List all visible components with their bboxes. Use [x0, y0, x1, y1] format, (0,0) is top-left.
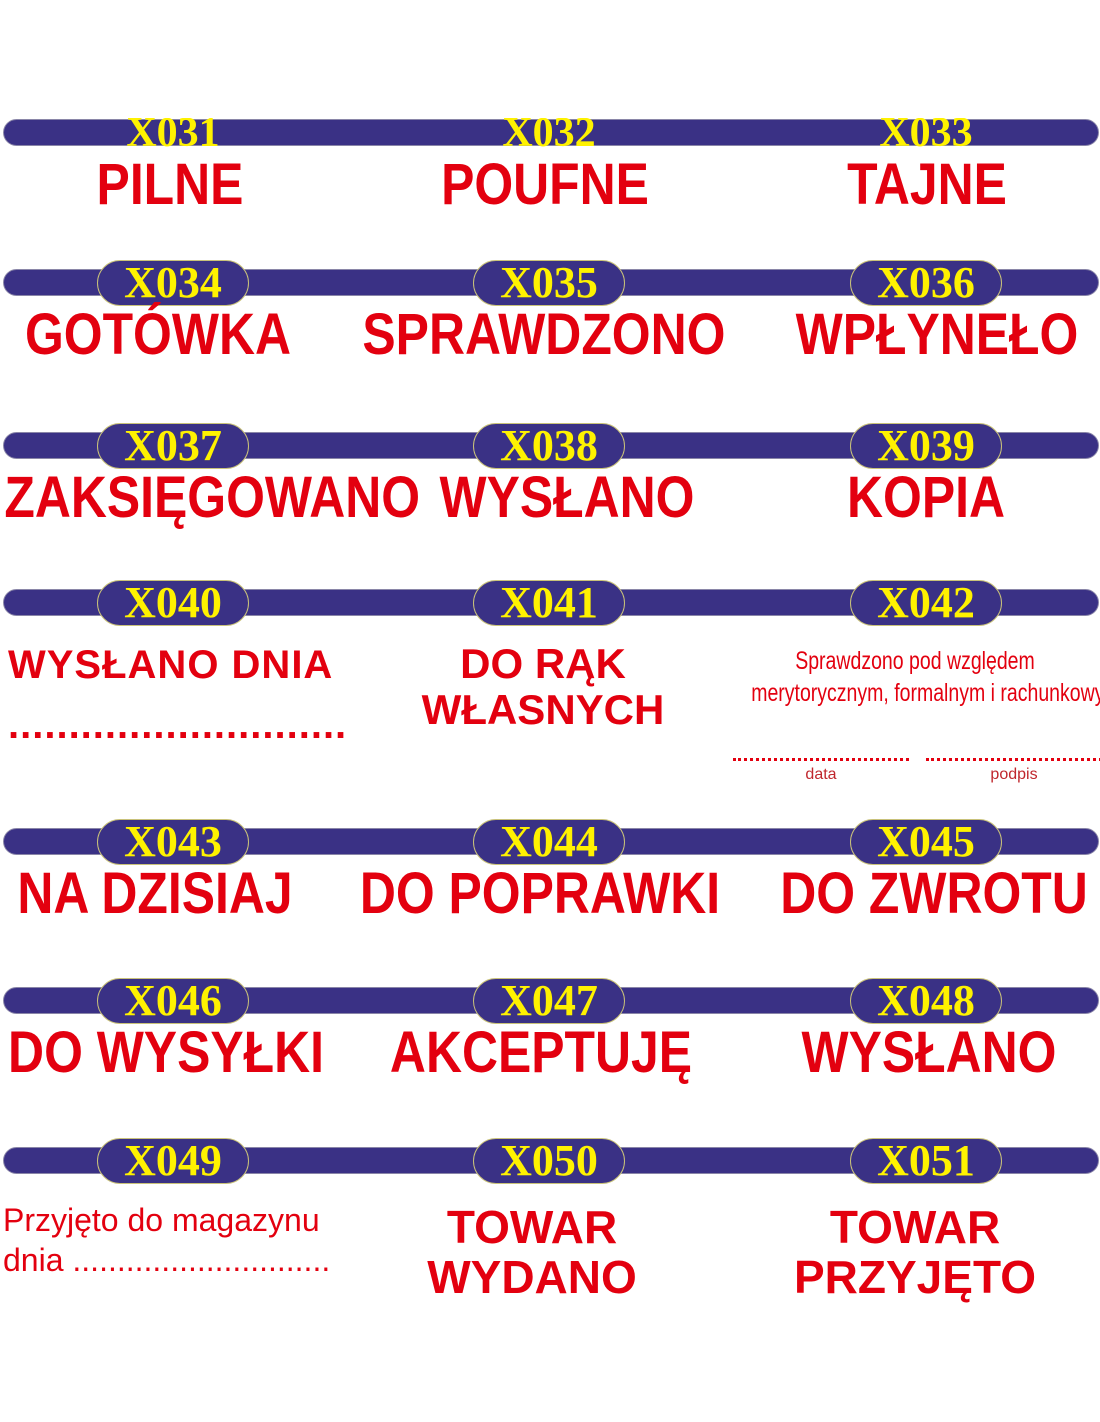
- stamp-text-line: Sprawdzono pod względem: [795, 647, 1035, 675]
- stamp-text-line: WŁASNYCH: [421, 686, 665, 733]
- stamp-text-line: WYDANO: [427, 1251, 637, 1303]
- stamp-item[interactable]: SPRAWDZONO: [333, 305, 753, 365]
- stamp-item[interactable]: DO WYSYŁKI: [0, 1023, 376, 1083]
- stamp-item[interactable]: DO RĄK WŁASNYCH: [333, 641, 753, 733]
- stamp-code-badge: X040: [97, 580, 249, 626]
- stamp-code-badge: X045: [850, 819, 1002, 865]
- signature-field-label: data: [805, 766, 837, 783]
- signature-dotted-line: [926, 758, 1100, 761]
- stamp-code-badge: X044: [473, 819, 625, 865]
- stamp-item[interactable]: WYSŁANO: [357, 468, 777, 528]
- stamp-code-badge: X048: [850, 978, 1002, 1024]
- stamp-text-line: merytorycznym, formalnym i rachunkowym: [751, 679, 1100, 707]
- stamp-code-badge: X035: [473, 260, 625, 306]
- stamp-code-badge: X042: [850, 580, 1002, 626]
- stamp-item[interactable]: TOWAR PRZYJĘTO: [705, 1202, 1100, 1302]
- stamp-text-line: DO POPRAWKI: [359, 861, 721, 926]
- stamp-text-line: WPŁYNEŁO: [795, 302, 1079, 367]
- stamp-text-line: WYSŁANO DNIA: [8, 643, 334, 687]
- stamp-item[interactable]: TOWAR WYDANO: [322, 1202, 742, 1302]
- stamp-item[interactable]: KOPIA: [716, 468, 1100, 528]
- stamp-text-line: TOWAR: [829, 1201, 1001, 1253]
- stamp-code-badge: X046: [97, 978, 249, 1024]
- stamp-text-line: Przyjęto do magazynu: [3, 1202, 320, 1238]
- stamp-text-line: ZAKSIĘGOWANO: [4, 465, 421, 530]
- stamp-text-line: dnia .............................: [3, 1242, 331, 1278]
- stamp-code-badge: X034: [97, 260, 249, 306]
- stamp-code-badge: X050: [473, 1138, 625, 1184]
- stamp-item[interactable]: TAJNE: [717, 155, 1100, 215]
- stamp-code-badge: X049: [97, 1138, 249, 1184]
- stamp-text-line: TAJNE: [847, 152, 1007, 217]
- stamp-text-line: PILNE: [96, 152, 244, 217]
- stamp-code-badge: X043: [97, 819, 249, 865]
- stamp-code-badge: X037: [97, 423, 249, 469]
- stamp-item[interactable]: WYSŁANO DNIA............................: [0, 643, 380, 747]
- stamp-item[interactable]: DO POPRAWKI: [330, 864, 750, 924]
- stamp-text-line: ............................: [8, 703, 348, 747]
- stamp-text-line: WYSŁANO: [801, 1020, 1057, 1085]
- stamp-text-line: AKCEPTUJĘ: [389, 1020, 693, 1085]
- stamp-text-line: KOPIA: [847, 465, 1005, 530]
- stamp-code-badge: X036: [850, 260, 1002, 306]
- stamp-code-badge: X031: [126, 118, 220, 148]
- signature-field-label: podpis: [990, 766, 1038, 783]
- stamp-code-badge: X032: [502, 118, 596, 148]
- stamp-text-line: NA DZISIAJ: [17, 861, 293, 926]
- stamp-text-line: SPRAWDZONO: [362, 302, 726, 367]
- stamp-text-line: PRZYJĘTO: [794, 1251, 1036, 1303]
- stamp-code-badge: X051: [850, 1138, 1002, 1184]
- stamp-item[interactable]: DO ZWROTU: [724, 864, 1100, 924]
- stamp-text-line: WYSŁANO: [439, 465, 695, 530]
- stamp-text-line: DO ZWROTU: [780, 861, 1088, 926]
- stamp-text-line: DO RĄK: [460, 640, 626, 687]
- stamp-code-badge: X039: [850, 423, 1002, 469]
- stamp-item[interactable]: Sprawdzono pod względem merytorycznym, fo…: [705, 645, 1100, 709]
- stamp-item[interactable]: GOTÓWKA: [0, 305, 368, 365]
- stamp-item[interactable]: NA DZISIAJ: [0, 864, 365, 924]
- stamp-text-line: POUFNE: [441, 152, 649, 217]
- stamp-item[interactable]: POUFNE: [335, 155, 755, 215]
- signature-dotted-line: [733, 758, 909, 761]
- stamp-text-line: DO WYSYŁKI: [8, 1020, 324, 1085]
- stamp-item[interactable]: AKCEPTUJĘ: [331, 1023, 751, 1083]
- stamp-text-line: GOTÓWKA: [24, 302, 291, 367]
- stamp-code-badge: X041: [473, 580, 625, 626]
- stamp-item[interactable]: PILNE: [0, 155, 380, 215]
- stamp-item[interactable]: Przyjęto do magazynu dnia ...............…: [3, 1200, 423, 1280]
- stamp-text-line: TOWAR: [446, 1201, 618, 1253]
- stamp-item[interactable]: WYSŁANO: [719, 1023, 1100, 1083]
- stamp-code-badge: X038: [473, 423, 625, 469]
- stamp-code-badge: X033: [879, 118, 973, 148]
- stamp-row-bar: [3, 119, 1099, 146]
- stamp-item[interactable]: WPŁYNEŁO: [727, 305, 1100, 365]
- stamp-code-badge: X047: [473, 978, 625, 1024]
- stamp-item[interactable]: ZAKSIĘGOWANO: [0, 465, 421, 530]
